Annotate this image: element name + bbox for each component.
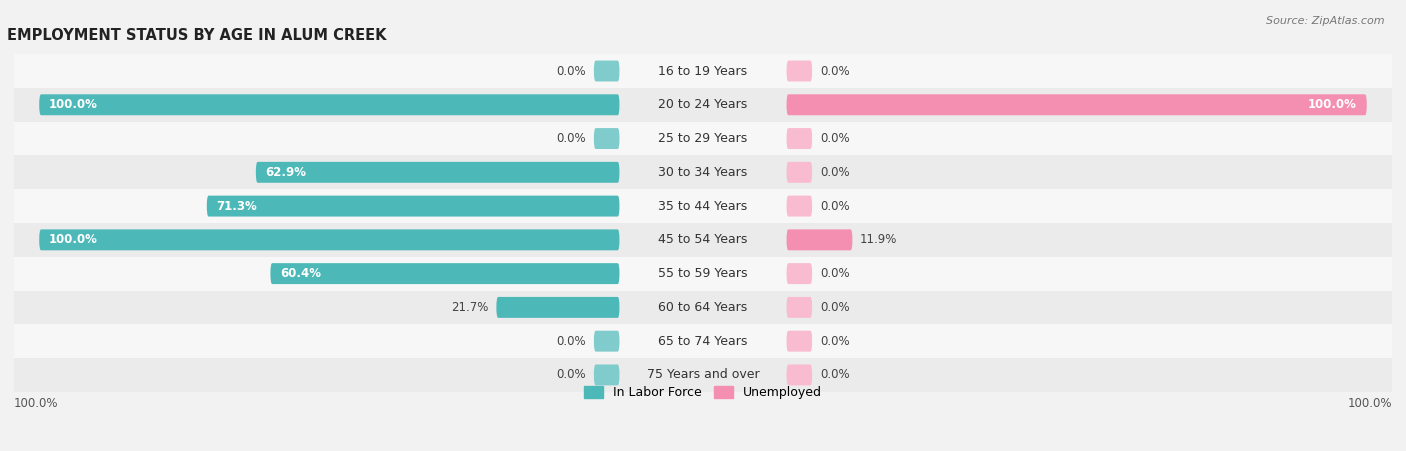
FancyBboxPatch shape bbox=[786, 162, 813, 183]
Text: 0.0%: 0.0% bbox=[820, 166, 849, 179]
FancyBboxPatch shape bbox=[593, 331, 620, 352]
Text: 0.0%: 0.0% bbox=[820, 267, 849, 280]
Text: 25 to 29 Years: 25 to 29 Years bbox=[658, 132, 748, 145]
Text: 0.0%: 0.0% bbox=[557, 368, 586, 382]
Text: 0.0%: 0.0% bbox=[820, 200, 849, 212]
FancyBboxPatch shape bbox=[593, 128, 620, 149]
Bar bbox=[14, 54, 1392, 88]
Bar bbox=[14, 189, 1392, 223]
Bar bbox=[14, 122, 1392, 156]
Legend: In Labor Force, Unemployed: In Labor Force, Unemployed bbox=[579, 382, 827, 405]
FancyBboxPatch shape bbox=[786, 364, 813, 386]
Text: 100.0%: 100.0% bbox=[49, 233, 98, 246]
Text: 0.0%: 0.0% bbox=[557, 132, 586, 145]
Bar bbox=[14, 290, 1392, 324]
Text: 0.0%: 0.0% bbox=[820, 64, 849, 78]
Text: 30 to 34 Years: 30 to 34 Years bbox=[658, 166, 748, 179]
Bar bbox=[14, 257, 1392, 290]
Text: 62.9%: 62.9% bbox=[266, 166, 307, 179]
Bar bbox=[14, 358, 1392, 392]
FancyBboxPatch shape bbox=[786, 60, 813, 82]
Text: 45 to 54 Years: 45 to 54 Years bbox=[658, 233, 748, 246]
Text: 75 Years and over: 75 Years and over bbox=[647, 368, 759, 382]
Text: 35 to 44 Years: 35 to 44 Years bbox=[658, 200, 748, 212]
Text: 100.0%: 100.0% bbox=[1347, 397, 1392, 410]
Bar bbox=[14, 324, 1392, 358]
Text: Source: ZipAtlas.com: Source: ZipAtlas.com bbox=[1267, 16, 1385, 26]
FancyBboxPatch shape bbox=[256, 162, 620, 183]
Text: 0.0%: 0.0% bbox=[820, 335, 849, 348]
Text: 0.0%: 0.0% bbox=[820, 132, 849, 145]
Text: 71.3%: 71.3% bbox=[217, 200, 257, 212]
FancyBboxPatch shape bbox=[593, 364, 620, 386]
Text: 100.0%: 100.0% bbox=[49, 98, 98, 111]
FancyBboxPatch shape bbox=[39, 94, 620, 115]
FancyBboxPatch shape bbox=[496, 297, 620, 318]
Bar bbox=[14, 156, 1392, 189]
FancyBboxPatch shape bbox=[786, 196, 813, 216]
Text: 0.0%: 0.0% bbox=[820, 301, 849, 314]
Text: 0.0%: 0.0% bbox=[557, 335, 586, 348]
FancyBboxPatch shape bbox=[786, 94, 1367, 115]
Text: 65 to 74 Years: 65 to 74 Years bbox=[658, 335, 748, 348]
FancyBboxPatch shape bbox=[786, 297, 813, 318]
FancyBboxPatch shape bbox=[786, 263, 813, 284]
FancyBboxPatch shape bbox=[593, 60, 620, 82]
Bar bbox=[14, 223, 1392, 257]
Text: 60 to 64 Years: 60 to 64 Years bbox=[658, 301, 748, 314]
Text: 55 to 59 Years: 55 to 59 Years bbox=[658, 267, 748, 280]
Text: 20 to 24 Years: 20 to 24 Years bbox=[658, 98, 748, 111]
Text: 100.0%: 100.0% bbox=[1308, 98, 1357, 111]
Text: EMPLOYMENT STATUS BY AGE IN ALUM CREEK: EMPLOYMENT STATUS BY AGE IN ALUM CREEK bbox=[7, 28, 387, 43]
Bar bbox=[14, 88, 1392, 122]
FancyBboxPatch shape bbox=[270, 263, 620, 284]
FancyBboxPatch shape bbox=[786, 331, 813, 352]
Text: 0.0%: 0.0% bbox=[820, 368, 849, 382]
FancyBboxPatch shape bbox=[786, 128, 813, 149]
FancyBboxPatch shape bbox=[207, 196, 620, 216]
FancyBboxPatch shape bbox=[786, 230, 852, 250]
FancyBboxPatch shape bbox=[39, 230, 620, 250]
Text: 100.0%: 100.0% bbox=[14, 397, 59, 410]
Text: 16 to 19 Years: 16 to 19 Years bbox=[658, 64, 748, 78]
Text: 60.4%: 60.4% bbox=[280, 267, 322, 280]
Text: 21.7%: 21.7% bbox=[451, 301, 489, 314]
Text: 0.0%: 0.0% bbox=[557, 64, 586, 78]
Text: 11.9%: 11.9% bbox=[860, 233, 897, 246]
